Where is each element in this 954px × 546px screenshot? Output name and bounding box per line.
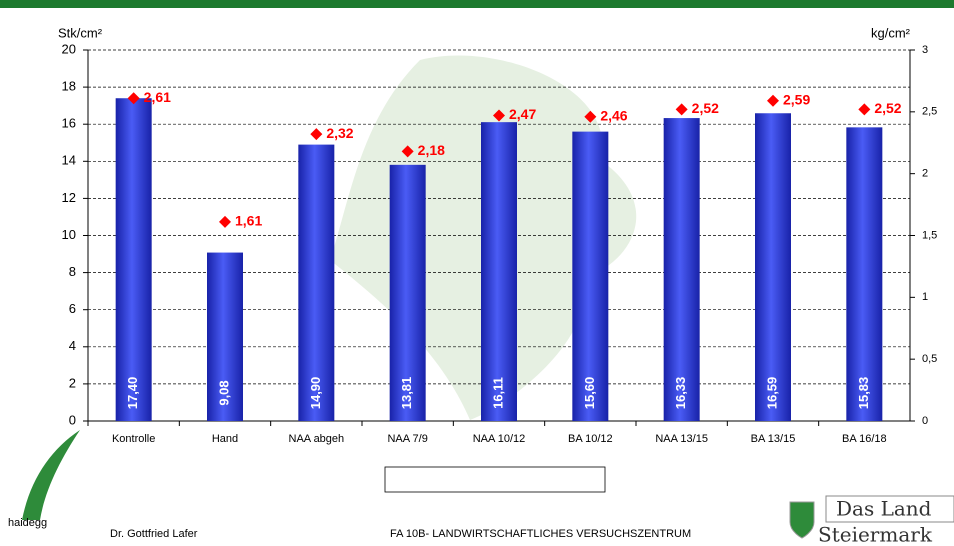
point [858,103,871,116]
point [310,128,323,141]
x-tick-label: NAA 10/12 [473,433,526,445]
point [493,109,505,122]
y2-tick-label: 0 [922,415,928,427]
point-value-label: 2,59 [783,91,810,107]
brand-line2: Steiermark [818,523,933,546]
point-value-label: 2,61 [144,89,171,105]
coat-of-arms [789,501,815,539]
y-tick-label: 0 [69,412,76,427]
x-tick-label: Kontrolle [112,433,155,445]
legend [384,466,606,493]
bar [846,127,883,421]
x-tick-label: NAA abgeh [289,433,345,445]
point-value-label: 2,47 [509,106,536,122]
x-tick-label: BA 16/18 [842,433,887,445]
point-value-label: 1,61 [235,213,262,229]
bar [663,118,700,422]
point-value-label: 2,52 [692,100,719,116]
y-axis-label: Stk/cm² [58,25,103,40]
x-tick-label: Hand [212,433,238,445]
y-tick-label: 20 [62,41,76,56]
bar [298,144,335,422]
bar-value-label: 16,59 [764,377,779,410]
haidegg-logo: haidegg [8,517,47,529]
y-tick-label: 10 [62,227,76,242]
y-tick-label: 12 [62,190,76,205]
point [675,103,688,116]
brand-line1: Das Land [836,497,932,521]
point [219,215,231,228]
point [584,110,597,123]
y-tick-label: 16 [62,116,76,131]
x-tick-label: NAA 7/9 [387,433,427,445]
x-tick-label: BA 10/12 [568,433,613,445]
bar-value-label: 16,33 [673,377,688,410]
institution: FA 10B- LANDWIRTSCHAFTLICHES VERSUCHSZEN… [390,528,691,540]
top-band [0,0,954,8]
bar-value-label: 17,40 [125,377,140,410]
haidegg-logo-mark [22,430,80,520]
y-tick-label: 14 [62,153,76,168]
bar-value-label: 16,11 [490,377,505,409]
bar [389,164,426,421]
x-tick-label: BA 13/15 [751,433,796,445]
bar [755,113,791,422]
author: Dr. Gottfried Lafer [110,528,198,540]
y2-tick-label: 3 [922,44,928,56]
point-value-label: 2,52 [874,100,901,116]
point-value-label: 2,18 [418,142,445,158]
y2-tick-label: 0,5 [922,353,937,365]
x-tick-label: NAA 13/15 [655,433,708,445]
bar [481,122,517,422]
bar-value-label: 14,90 [308,377,323,410]
brand-box [825,495,954,523]
y-tick-label: 18 [62,79,76,94]
bar [115,98,152,421]
bar [207,252,243,421]
y2-tick-label: 2,5 [922,106,937,118]
point [767,94,779,107]
y-tick-label: 8 [69,264,76,279]
point [401,145,414,158]
bar-value-label: 15,60 [582,377,597,410]
y2-tick-label: 1,5 [922,229,937,241]
y2-tick-label: 1 [922,291,928,303]
bar [572,131,609,421]
y-tick-label: 6 [69,301,76,316]
point [127,92,140,105]
y2-tick-label: 2 [922,168,928,180]
y-tick-label: 4 [69,338,76,353]
bar-value-label: 9,08 [216,380,231,405]
bar-value-label: 13,81 [399,377,414,410]
point-value-label: 2,32 [326,125,353,141]
y2-axis-label: kg/cm² [871,25,911,40]
y-tick-label: 2 [69,375,76,390]
bar-value-label: 15,83 [856,377,871,410]
point-value-label: 2,46 [600,107,627,123]
